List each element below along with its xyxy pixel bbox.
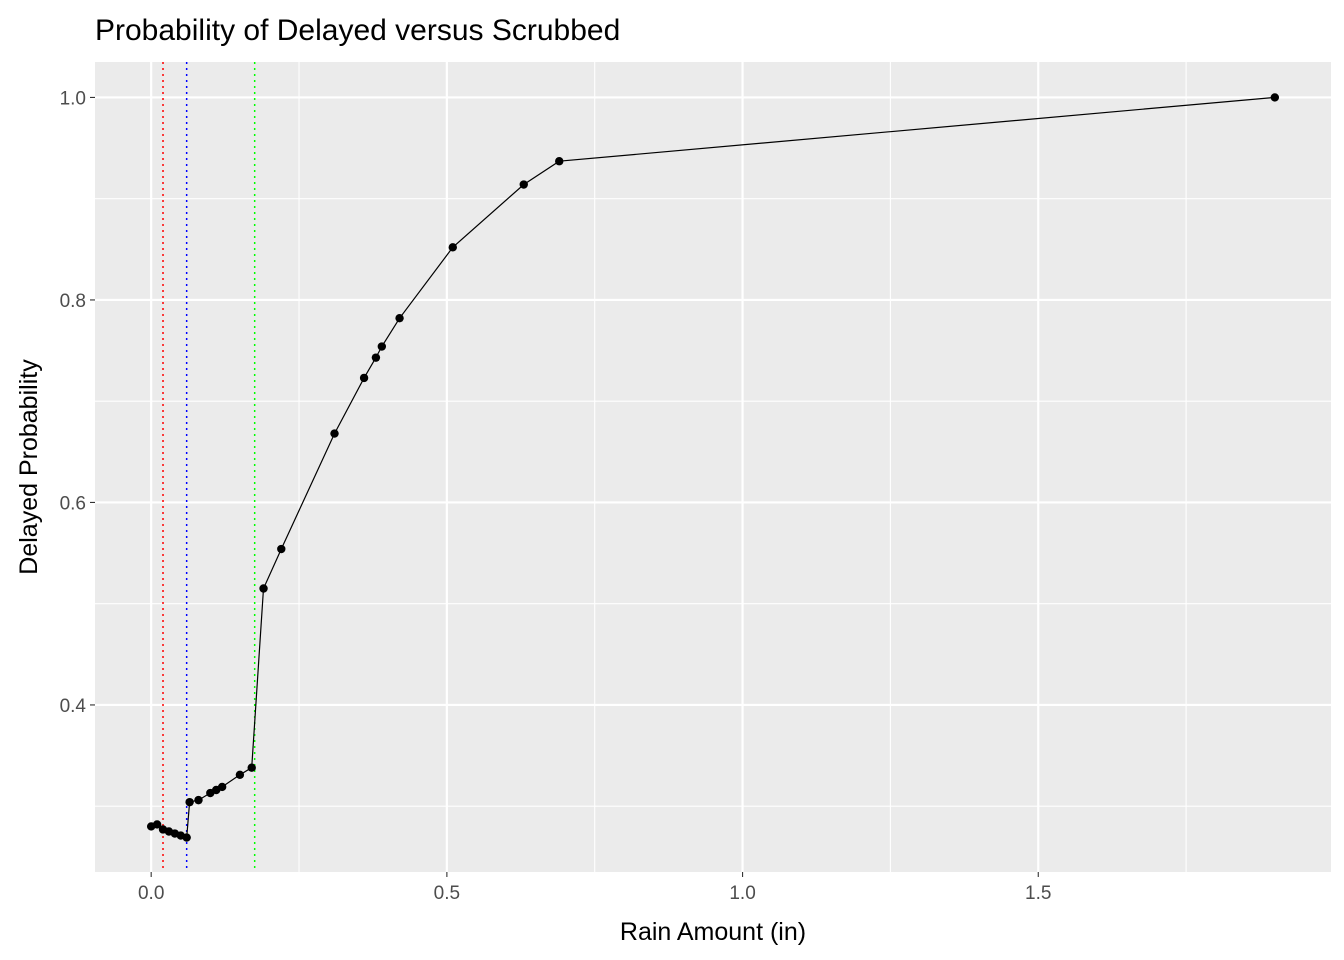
data-point — [1270, 93, 1280, 102]
plot-panel — [95, 62, 1331, 872]
x-tick-label: 0.0 — [138, 883, 164, 904]
x-axis-title: Rain Amount (in) — [620, 918, 806, 946]
data-point — [152, 820, 162, 829]
data-point — [217, 782, 227, 792]
data-point — [277, 544, 286, 554]
y-tick-label: 0.4 — [60, 696, 87, 717]
data-point — [359, 373, 369, 383]
x-tick-label: 1.0 — [729, 883, 755, 904]
data-point — [377, 342, 387, 351]
data-point — [395, 313, 404, 323]
data-point — [448, 243, 457, 252]
chart-title: Probability of Delayed versus Scrubbed — [95, 14, 620, 47]
data-point — [194, 795, 203, 805]
data-point — [555, 157, 564, 166]
data-point — [330, 429, 339, 438]
data-point — [185, 797, 194, 807]
x-tick-label: 0.5 — [434, 883, 460, 904]
y-tick-label: 0.6 — [60, 493, 86, 514]
data-point — [182, 833, 191, 842]
y-axis-ticks: 0.4 0.6 0.8 1.0 — [60, 88, 95, 717]
data-point — [259, 584, 268, 593]
data-points — [146, 93, 1280, 842]
major-gridlines — [95, 62, 1331, 872]
data-point — [235, 770, 245, 779]
data-point — [371, 353, 381, 362]
minor-gridlines — [95, 62, 1331, 872]
data-point — [519, 180, 528, 189]
x-axis-ticks: 0.0 0.5 1.0 1.5 — [138, 872, 1051, 904]
y-axis-title: Delayed Probability — [15, 359, 43, 575]
y-tick-label: 0.8 — [60, 291, 86, 312]
y-tick-label: 1.0 — [60, 88, 86, 109]
x-tick-label: 1.5 — [1025, 883, 1051, 904]
data-point — [247, 763, 256, 772]
